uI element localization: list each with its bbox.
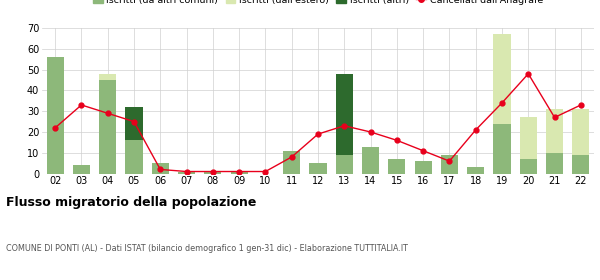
Bar	[546, 153, 563, 174]
Bar	[47, 57, 64, 174]
Text: Flusso migratorio della popolazione: Flusso migratorio della popolazione	[6, 196, 256, 209]
Bar	[73, 165, 90, 174]
Bar	[388, 159, 406, 174]
Bar	[178, 172, 195, 174]
Bar	[467, 167, 484, 174]
Bar	[572, 109, 589, 155]
Bar	[546, 109, 563, 153]
Bar	[520, 159, 537, 174]
Bar	[415, 161, 431, 174]
Bar	[362, 146, 379, 174]
Bar	[441, 155, 458, 174]
Bar	[205, 172, 221, 174]
Text: COMUNE DI PONTI (AL) - Dati ISTAT (bilancio demografico 1 gen-31 dic) - Elaboraz: COMUNE DI PONTI (AL) - Dati ISTAT (bilan…	[6, 244, 408, 253]
Bar	[125, 140, 143, 174]
Bar	[152, 163, 169, 174]
Bar	[493, 124, 511, 174]
Bar	[99, 74, 116, 80]
Bar	[310, 163, 326, 174]
Bar	[572, 155, 589, 174]
Bar	[230, 172, 248, 174]
Bar	[125, 107, 143, 140]
Bar	[283, 151, 300, 174]
Legend: Iscritti (da altri comuni), Iscritti (dall'estero), Iscritti (altri), Cancellati: Iscritti (da altri comuni), Iscritti (da…	[89, 0, 547, 8]
Bar	[99, 80, 116, 174]
Bar	[336, 74, 353, 155]
Bar	[493, 34, 511, 124]
Bar	[336, 155, 353, 174]
Bar	[520, 117, 537, 159]
